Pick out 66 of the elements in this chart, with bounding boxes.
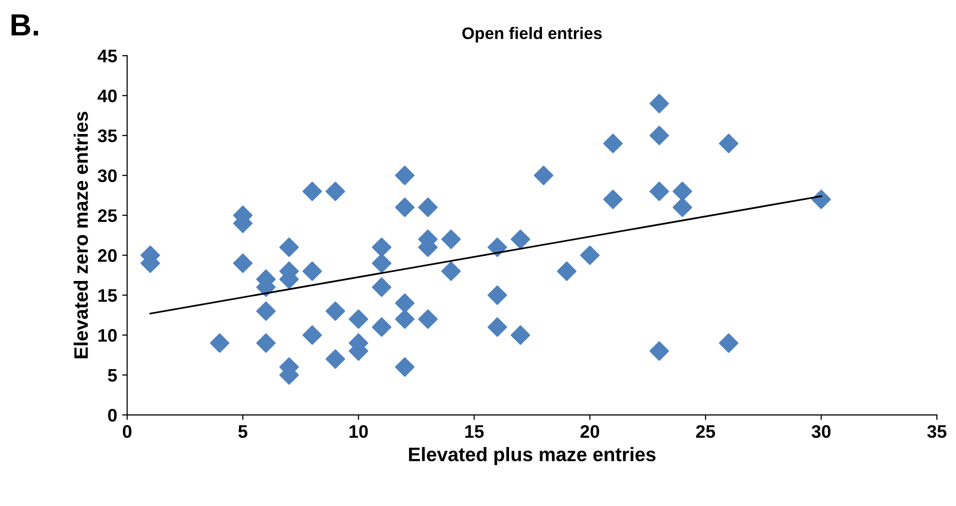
point: [279, 238, 299, 258]
y-tick-label: 30: [98, 169, 117, 182]
y-tick-label: 45: [98, 50, 117, 62]
point: [372, 277, 392, 297]
point: [488, 317, 508, 337]
y-tick-label: 40: [98, 90, 117, 102]
point: [556, 261, 576, 281]
y-tick-label: 15: [98, 289, 117, 302]
x-tick-label: 15: [465, 425, 484, 438]
y-tick-label: 10: [98, 329, 117, 342]
y-tick-label: 35: [98, 129, 117, 142]
point: [395, 293, 415, 313]
x-tick-label: 5: [238, 425, 248, 438]
point: [395, 309, 415, 329]
x-tick-label: 20: [580, 425, 600, 438]
chart-title: Open field entries: [462, 26, 602, 42]
point: [603, 190, 623, 210]
point: [256, 301, 276, 321]
point: [348, 309, 368, 329]
point: [395, 357, 415, 377]
point: [534, 166, 554, 186]
point: [302, 261, 322, 281]
point: [302, 182, 322, 202]
point: [510, 230, 530, 250]
x-tick-label: 10: [350, 425, 368, 438]
y-tick-label: 25: [98, 209, 117, 222]
point: [326, 349, 346, 369]
y-tick-label: 0: [108, 408, 117, 422]
y-axis-title: Elevated zero maze entries: [74, 112, 88, 358]
point: [718, 134, 738, 154]
point: [441, 230, 461, 250]
x-tick-label: 25: [696, 425, 716, 438]
text: B.: [12, 14, 38, 36]
y-tick-label: 20: [98, 249, 117, 262]
x-tick-label: 0: [122, 425, 132, 438]
point: [650, 94, 670, 114]
x-tick-label: 30: [812, 425, 831, 438]
point: [326, 182, 346, 202]
point: [488, 238, 508, 258]
point: [441, 261, 461, 281]
point: [650, 182, 670, 202]
point: [395, 198, 415, 218]
point: [510, 325, 530, 345]
point: [418, 198, 438, 218]
point: [256, 333, 276, 353]
x-tick-label: 35: [927, 425, 946, 438]
point: [811, 190, 831, 210]
point: [210, 333, 230, 353]
point: [650, 126, 670, 146]
point: [418, 309, 438, 329]
point: [302, 325, 322, 345]
point: [580, 246, 600, 265]
point: [372, 238, 392, 258]
point: [372, 317, 392, 337]
point: [372, 253, 392, 273]
y-tick-label: 5: [108, 369, 117, 382]
point: [233, 253, 253, 273]
point: [395, 166, 415, 186]
point: [603, 134, 623, 154]
point: [326, 301, 346, 321]
point: [488, 285, 508, 305]
x-axis-title: Elevated plus maze entries: [409, 447, 656, 466]
point: [718, 333, 738, 353]
point: [672, 198, 692, 218]
point: [650, 341, 670, 361]
point: [672, 182, 692, 202]
